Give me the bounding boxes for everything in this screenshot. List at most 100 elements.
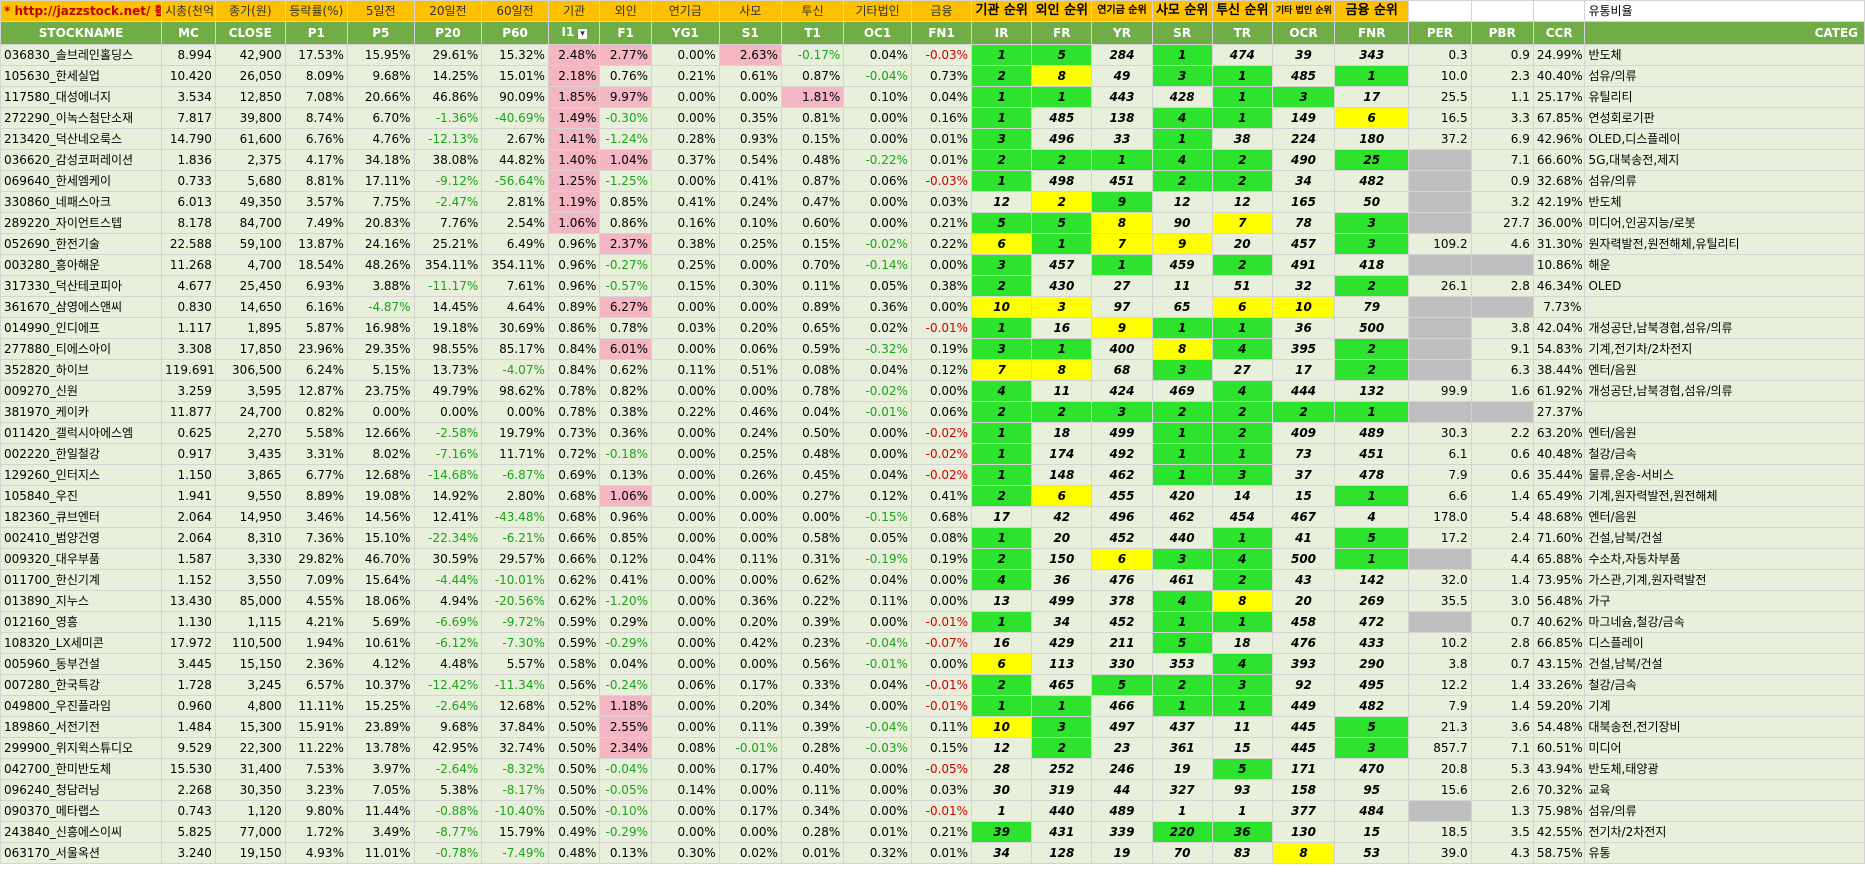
- cell-yr[interactable]: 443: [1091, 86, 1153, 108]
- cell-i1[interactable]: 1.49%: [547, 107, 601, 129]
- cell-stockname[interactable]: 277880_티에스아이: [0, 338, 163, 360]
- cell-p1[interactable]: 6.24%: [284, 359, 348, 381]
- cell-stockname[interactable]: 009270_신원: [0, 380, 163, 402]
- cell-oc1[interactable]: -0.19%: [843, 548, 912, 570]
- cell-p20[interactable]: 0.00%: [413, 401, 483, 423]
- cell-p5[interactable]: 15.64%: [346, 569, 415, 591]
- cell-fn1[interactable]: 0.38%: [910, 275, 973, 297]
- cell-i1[interactable]: 0.59%: [547, 632, 601, 654]
- col-header-p5[interactable]: P5: [346, 21, 415, 45]
- cell-p1[interactable]: 7.09%: [284, 569, 348, 591]
- cell-sr[interactable]: 1: [1151, 317, 1213, 339]
- cell-per[interactable]: 6.6: [1408, 485, 1472, 507]
- cell-stockname[interactable]: 105840_우진: [0, 485, 163, 507]
- cell-fr[interactable]: 174: [1031, 443, 1093, 465]
- cell-sr[interactable]: 11: [1151, 275, 1213, 297]
- cell-ccr[interactable]: 70.32%: [1532, 779, 1586, 801]
- cell-f1[interactable]: -0.27%: [599, 254, 652, 276]
- cell-ir[interactable]: 17: [971, 506, 1033, 528]
- cell-mc[interactable]: 0.625: [161, 422, 216, 444]
- cell-yg1[interactable]: 0.21%: [650, 65, 720, 87]
- cell-tr[interactable]: 1: [1211, 800, 1273, 822]
- cell-yg1[interactable]: 0.00%: [650, 506, 720, 528]
- cell-t1[interactable]: 0.87%: [780, 170, 845, 192]
- cell-close[interactable]: 84,700: [214, 212, 286, 234]
- cell-ccr[interactable]: 27.37%: [1532, 401, 1586, 423]
- cell-yr[interactable]: 1: [1091, 149, 1153, 171]
- cell-yr[interactable]: 492: [1091, 443, 1153, 465]
- cell-stockname[interactable]: 117580_대성에너지: [0, 86, 163, 108]
- cell-tr[interactable]: 3: [1211, 674, 1273, 696]
- cell-per[interactable]: [1408, 191, 1472, 213]
- cell-t1[interactable]: 1.81%: [780, 86, 845, 108]
- cell-f1[interactable]: -1.24%: [599, 128, 652, 150]
- cell-ccr[interactable]: 24.99%: [1532, 44, 1586, 66]
- cell-fn1[interactable]: -0.03%: [910, 170, 973, 192]
- cell-f1[interactable]: 0.82%: [599, 380, 652, 402]
- cell-pbr[interactable]: 1.4: [1470, 485, 1534, 507]
- cell-ccr[interactable]: 48.68%: [1532, 506, 1586, 528]
- cell-oc1[interactable]: -0.15%: [843, 506, 912, 528]
- cell-oc1[interactable]: -0.01%: [843, 653, 912, 675]
- cell-t1[interactable]: 0.34%: [780, 800, 845, 822]
- cell-close[interactable]: 26,050: [214, 65, 286, 87]
- cell-ocr[interactable]: 409: [1271, 422, 1336, 444]
- cell-tr[interactable]: 1: [1211, 443, 1273, 465]
- cell-p60[interactable]: -6.21%: [481, 527, 549, 549]
- cell-s1[interactable]: 0.20%: [718, 317, 782, 339]
- cell-per[interactable]: 0.3: [1408, 44, 1472, 66]
- cell-yr[interactable]: 400: [1091, 338, 1153, 360]
- cell-mc[interactable]: 2.064: [161, 506, 216, 528]
- col-header-f1[interactable]: F1: [599, 21, 652, 45]
- cell-sr[interactable]: 1: [1151, 611, 1213, 633]
- cell-s1[interactable]: 0.54%: [718, 149, 782, 171]
- cell-per[interactable]: 3.8: [1408, 653, 1472, 675]
- cell-yr[interactable]: 3: [1091, 401, 1153, 423]
- cell-per[interactable]: 178.0: [1408, 506, 1472, 528]
- cell-s1[interactable]: 0.24%: [718, 422, 782, 444]
- cell-pbr[interactable]: 2.8: [1470, 275, 1534, 297]
- cell-fnr[interactable]: 500: [1334, 317, 1410, 339]
- col-header-categ[interactable]: CATEG: [1584, 21, 1865, 45]
- cell-p60[interactable]: 7.61%: [481, 275, 549, 297]
- cell-fnr[interactable]: 484: [1334, 800, 1410, 822]
- cell-fn1[interactable]: -0.01%: [910, 800, 973, 822]
- cell-sr[interactable]: 1: [1151, 44, 1213, 66]
- cell-i1[interactable]: 0.84%: [547, 338, 601, 360]
- cell-categ[interactable]: 엔터/음원: [1584, 359, 1865, 381]
- cell-close[interactable]: 4,700: [214, 254, 286, 276]
- cell-stockname[interactable]: 289220_자이언트스텝: [0, 212, 163, 234]
- cell-yg1[interactable]: 0.00%: [650, 632, 720, 654]
- cell-close[interactable]: 14,950: [214, 506, 286, 528]
- cell-pbr[interactable]: 5.4: [1470, 506, 1534, 528]
- cell-sr[interactable]: 220: [1151, 821, 1213, 843]
- cell-sr[interactable]: 4: [1151, 590, 1213, 612]
- col-header-ir[interactable]: IR: [971, 21, 1033, 45]
- cell-f1[interactable]: 1.18%: [599, 695, 652, 717]
- cell-ir[interactable]: 1: [971, 527, 1033, 549]
- cell-categ[interactable]: 대북송전,전기장비: [1584, 716, 1865, 738]
- cell-ocr[interactable]: 20: [1271, 590, 1336, 612]
- cell-ir[interactable]: 1: [971, 611, 1033, 633]
- cell-yr[interactable]: 211: [1091, 632, 1153, 654]
- cell-f1[interactable]: -0.57%: [599, 275, 652, 297]
- cell-tr[interactable]: 8: [1211, 590, 1273, 612]
- cell-fn1[interactable]: 0.12%: [910, 359, 973, 381]
- cell-fn1[interactable]: 0.04%: [910, 86, 973, 108]
- cell-tr[interactable]: 1: [1211, 107, 1273, 129]
- cell-ccr[interactable]: 59.20%: [1532, 695, 1586, 717]
- cell-mc[interactable]: 9.529: [161, 737, 216, 759]
- cell-p20[interactable]: -2.64%: [413, 695, 483, 717]
- cell-oc1[interactable]: 0.00%: [843, 443, 912, 465]
- cell-fr[interactable]: 457: [1031, 254, 1093, 276]
- col-header-stockname[interactable]: STOCKNAME: [0, 21, 163, 45]
- cell-fn1[interactable]: -0.02%: [910, 422, 973, 444]
- cell-f1[interactable]: 2.37%: [599, 233, 652, 255]
- cell-mc[interactable]: 3.445: [161, 653, 216, 675]
- cell-stockname[interactable]: 213420_덕산네오룩스: [0, 128, 163, 150]
- cell-fr[interactable]: 8: [1031, 65, 1093, 87]
- cell-yg1[interactable]: 0.00%: [650, 569, 720, 591]
- cell-p5[interactable]: 9.68%: [346, 65, 415, 87]
- cell-per[interactable]: 7.9: [1408, 464, 1472, 486]
- cell-per[interactable]: 10.0: [1408, 65, 1472, 87]
